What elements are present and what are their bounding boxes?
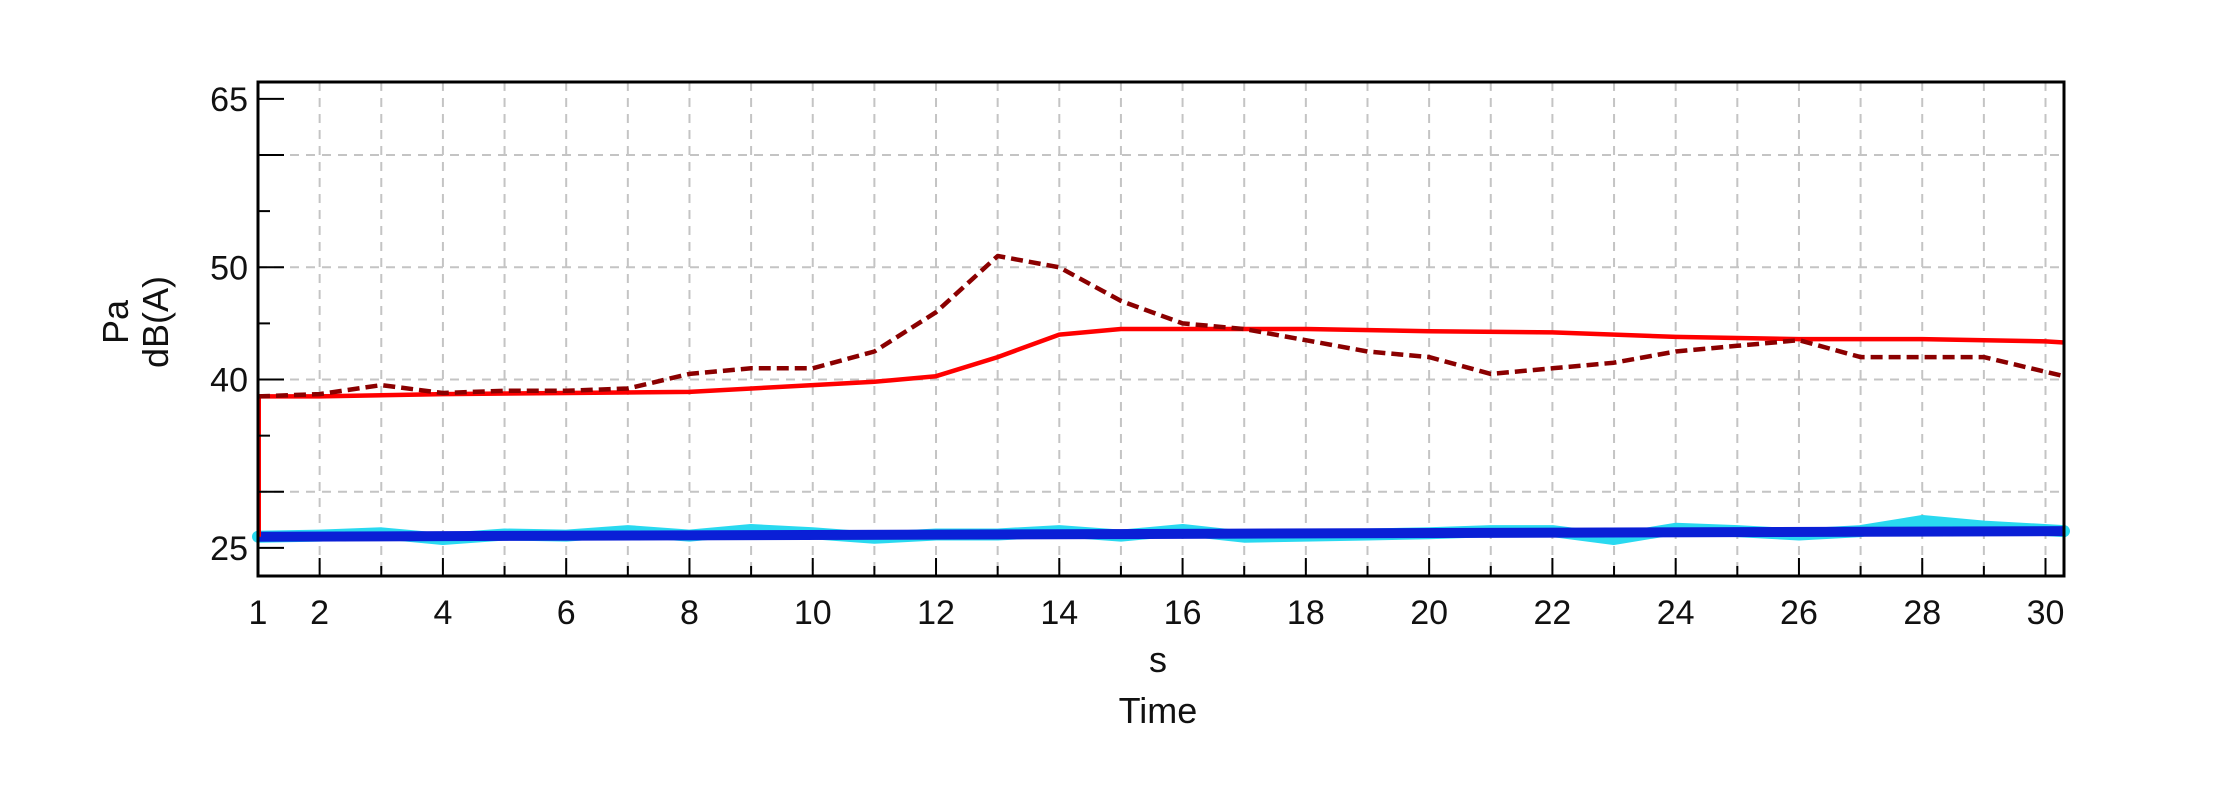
x-axis-unit: s bbox=[1149, 639, 1167, 680]
y-tick-label: 50 bbox=[210, 249, 248, 287]
y-tick-label: 25 bbox=[210, 530, 248, 568]
x-tick-label: 14 bbox=[1040, 594, 1078, 632]
x-tick-label: 4 bbox=[433, 594, 452, 632]
x-tick-label: 20 bbox=[1410, 594, 1448, 632]
y-tick-label: 65 bbox=[210, 81, 248, 119]
series-darkred-dashed-line bbox=[257, 253, 2065, 399]
x-tick-label: 28 bbox=[1903, 594, 1941, 632]
x-tick-label: 2 bbox=[310, 594, 329, 632]
y-axis-label-dba: dB(A) bbox=[135, 276, 176, 368]
x-tick-label: 6 bbox=[557, 594, 576, 632]
series-red-line bbox=[258, 326, 2065, 399]
x-tick-label: 26 bbox=[1780, 594, 1818, 632]
x-tick-label: 8 bbox=[680, 594, 699, 632]
y-tick-label: 40 bbox=[210, 362, 248, 400]
plot-frame bbox=[256, 80, 2066, 578]
x-tick-label: 30 bbox=[2027, 594, 2065, 632]
axis-ticks bbox=[258, 97, 2047, 576]
x-axis-title: Time bbox=[1119, 690, 1198, 731]
x-tick-label: 22 bbox=[1533, 594, 1571, 632]
x-tick-label: 24 bbox=[1657, 594, 1695, 632]
y-axis-label-pa: Pa bbox=[95, 299, 136, 344]
x-tick-label: 10 bbox=[794, 594, 832, 632]
x-tick-label: 1 bbox=[249, 594, 268, 632]
x-tick-label: 12 bbox=[917, 594, 955, 632]
plot-series bbox=[252, 253, 2070, 545]
x-tick-label: 18 bbox=[1287, 594, 1325, 632]
x-tick-label: 16 bbox=[1164, 594, 1202, 632]
series-blue-band bbox=[257, 526, 2065, 542]
